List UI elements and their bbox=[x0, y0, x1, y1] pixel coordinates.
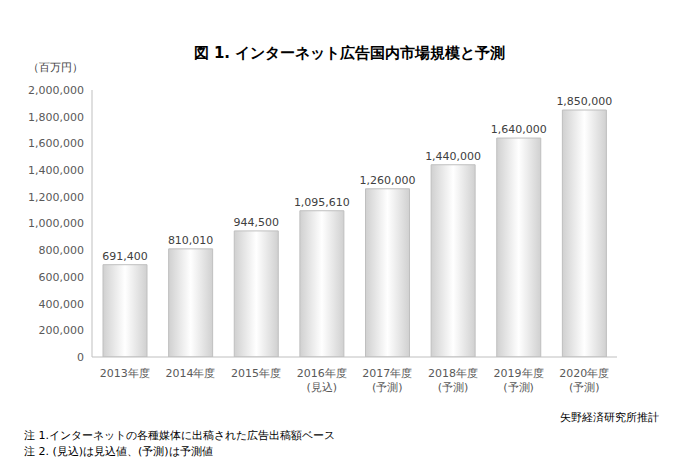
html-text:注 2. (見込)は見込値、(予測)は予測値: 注 2. (見込)は見込値、(予測)は予測値 bbox=[24, 445, 213, 458]
svg-text:1,000,000: 1,000,000 bbox=[28, 217, 84, 230]
svg-text:2013年度: 2013年度 bbox=[100, 367, 150, 380]
svg-text:1,800,000: 1,800,000 bbox=[28, 111, 84, 124]
svg-text:691,400: 691,400 bbox=[102, 250, 148, 263]
svg-text:600,000: 600,000 bbox=[39, 271, 85, 284]
svg-text:944,500: 944,500 bbox=[234, 216, 280, 229]
svg-text:1,640,000: 1,640,000 bbox=[491, 123, 547, 136]
svg-text:2016年度(見込): 2016年度(見込) bbox=[297, 367, 347, 394]
svg-text:2020年度(予測): 2020年度(予測) bbox=[559, 367, 609, 394]
svg-text:2014年度: 2014年度 bbox=[165, 367, 215, 380]
svg-text:1,600,000: 1,600,000 bbox=[28, 137, 84, 150]
svg-text:200,000: 200,000 bbox=[39, 324, 85, 337]
svg-text:1,095,610: 1,095,610 bbox=[294, 196, 350, 209]
html-text:矢野経済研究所推計: 矢野経済研究所推計 bbox=[560, 411, 659, 424]
svg-text:2017年度(予測): 2017年度(予測) bbox=[362, 367, 412, 394]
svg-text:2018年度(予測): 2018年度(予測) bbox=[428, 367, 478, 394]
svg-text:1,400,000: 1,400,000 bbox=[28, 164, 84, 177]
svg-text:400,000: 400,000 bbox=[39, 298, 85, 311]
svg-text:1,850,000: 1,850,000 bbox=[556, 95, 612, 108]
svg-text:2015年度: 2015年度 bbox=[231, 367, 281, 380]
svg-text:1,200,000: 1,200,000 bbox=[28, 191, 84, 204]
html-text:図 1. インターネット広告国内市場規模と予測: 図 1. インターネット広告国内市場規模と予測 bbox=[193, 44, 506, 62]
svg-text:2019年度(予測): 2019年度(予測) bbox=[494, 367, 544, 394]
html-text:（百万円）: （百万円） bbox=[28, 61, 83, 74]
html-text:注 1.インターネットの各種媒体に出稿された広告出稿額ベース: 注 1.インターネットの各種媒体に出稿された広告出稿額ベース bbox=[24, 429, 335, 442]
svg-text:1,440,000: 1,440,000 bbox=[425, 150, 481, 163]
svg-text:1,260,000: 1,260,000 bbox=[360, 174, 416, 187]
svg-text:810,010: 810,010 bbox=[168, 234, 214, 247]
svg-text:800,000: 800,000 bbox=[39, 244, 85, 257]
svg-text:0: 0 bbox=[77, 351, 84, 364]
svg-text:2,000,000: 2,000,000 bbox=[28, 84, 84, 97]
